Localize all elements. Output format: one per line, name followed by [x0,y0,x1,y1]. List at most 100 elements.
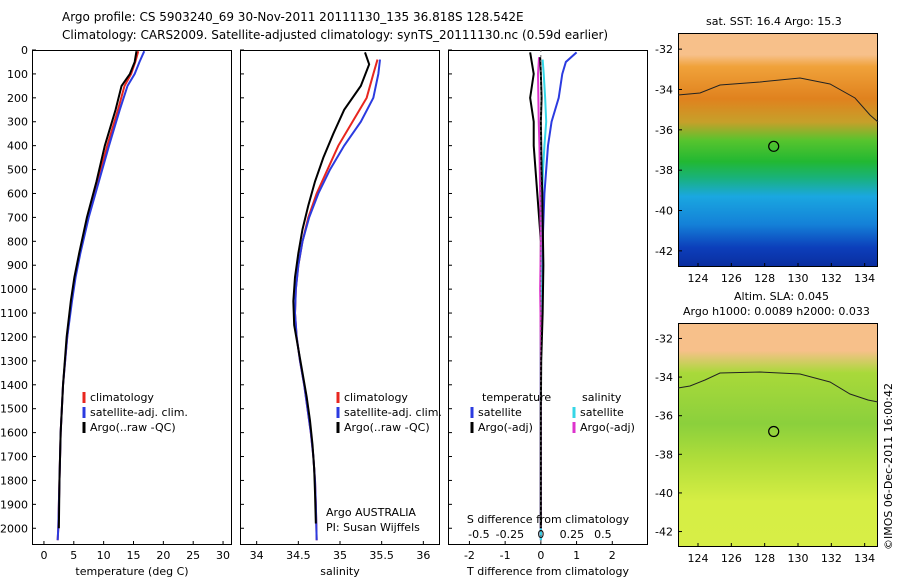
x-tick-label: 2 [609,549,616,562]
depth-tick-label: 700 [7,211,28,224]
map-lat-tick-label: -32 [655,43,673,56]
depth-tick-label: 300 [7,116,28,129]
sla-map-title: Altim. SLA: 0.045 [734,290,830,303]
x-axis-label: T difference from climatology [466,565,629,578]
top-tick-label: 0.5 [594,528,612,541]
depth-tick-label: 600 [7,187,28,200]
x-tick-label: 0 [40,549,47,562]
depth-tick-label: 1000 [0,283,28,296]
depth-tick-label: 1100 [0,307,28,320]
depth-tick-label: 1600 [0,427,28,440]
depth-tick-label: 800 [7,235,28,248]
map-lon-tick-label: 130 [788,272,809,285]
x-tick-label: 34.5 [286,549,311,562]
map-lon-tick-label: 132 [821,272,842,285]
depth-tick-label: 900 [7,259,28,272]
map-lat-tick-label: -38 [655,164,673,177]
x-tick-label: 5 [70,549,77,562]
legend-label: satellite [478,406,522,419]
legend-heading-temperature: temperature [482,391,551,404]
legend-label: satellite-adj. clim. [344,406,442,419]
depth-tick-label: 100 [7,68,28,81]
x-tick-label: 30 [216,549,230,562]
legend-label: satellite [580,406,624,419]
depth-tick-label: 200 [7,92,28,105]
map-lon-tick-label: 124 [688,552,709,565]
x-axis-label: temperature (deg C) [75,565,188,578]
sla-map-subtitle: Argo h1000: 0.0089 h2000: 0.033 [683,305,870,318]
sst-map [678,33,878,267]
map-lat-tick-label: -34 [655,371,673,384]
x-tick-label: 1 [573,549,580,562]
x-tick-label: 15 [126,549,140,562]
map-lat-tick-label: -38 [655,448,673,461]
map-lat-tick-label: -36 [655,410,673,423]
map-lat-tick-label: -36 [655,124,673,137]
top-tick-label: 0 [537,528,544,541]
legend-label: Argo(..raw -QC) [344,421,430,434]
x-tick-label: 20 [156,549,170,562]
legend-label: climatology [344,391,408,404]
legend-heading-salinity: salinity [582,391,622,404]
map-lat-tick-label: -34 [655,83,673,96]
map-lon-tick-label: 134 [854,552,875,565]
map-lon-tick-label: 126 [721,272,742,285]
legend-label: climatology [90,391,154,404]
map-lat-tick-label: -40 [655,205,673,218]
depth-tick-label: 500 [7,164,28,177]
sst-map-title: sat. SST: 16.4 Argo: 15.3 [706,15,842,28]
header-title-line2: Climatology: CARS2009. Satellite-adjuste… [62,28,609,42]
top-tick-label: 0.25 [560,528,585,541]
series-line-satellite-adj-clim- [293,59,381,541]
temperature-plot-frame [32,50,232,545]
difference-plot-frame [448,50,648,545]
depth-tick-label: 1400 [0,379,28,392]
series-line-argo-raw-qc- [292,52,371,524]
sst-contour-line [677,77,879,123]
depth-tick-label: 2000 [0,522,28,535]
map-lon-tick-label: 130 [788,552,809,565]
x-tick-label: -2 [464,549,475,562]
map-lat-tick-label: -42 [655,526,673,539]
depth-tick-label: 1300 [0,355,28,368]
map-lat-tick-label: -42 [655,245,673,258]
map-lon-tick-label: 134 [854,272,875,285]
x-tick-label: 0 [537,549,544,562]
depth-tick-label: 1900 [0,498,28,511]
map-lat-tick-label: -40 [655,487,673,500]
legend-label: Argo(-adj) [580,421,635,434]
argo-float-marker [768,140,780,152]
depth-tick-label: 400 [7,140,28,153]
map-lon-tick-label: 128 [754,272,775,285]
x-tick-label: 35 [333,549,347,562]
annotation-argo-australia: Argo AUSTRALIA [326,506,416,519]
annotation-pi: PI: Susan Wijffels [326,521,420,534]
legend-label: Argo(..raw -QC) [90,421,176,434]
series-line-climatology [293,59,379,541]
x-tick-label: 36 [416,549,430,562]
depth-tick-label: 1200 [0,331,28,344]
x-tick-label: -1 [500,549,511,562]
argo-float-marker [768,425,780,438]
map-lon-tick-label: 128 [754,552,775,565]
x-tick-label: 25 [186,549,200,562]
salinity-plot-frame [240,50,440,545]
map-lat-tick-label: -32 [655,332,673,345]
map-lon-tick-label: 124 [688,272,709,285]
legend-label: satellite-adj. clim. [90,406,188,419]
series-line-salinity-argo-raw [539,57,545,529]
x-tick-label: 35.5 [369,549,394,562]
top-axis-label: S difference from climatology [467,513,630,526]
x-axis-label: salinity [320,565,360,578]
map-lon-tick-label: 132 [821,552,842,565]
x-tick-label: 10 [97,549,111,562]
depth-tick-label: 1800 [0,474,28,487]
header-title-line1: Argo profile: CS 5903240_69 30-Nov-2011 … [62,10,524,24]
series-line-climatology [56,50,140,541]
top-tick-label: -0.25 [496,528,524,541]
series-line-argo-raw-qc- [57,51,138,529]
map-lon-tick-label: 126 [721,552,742,565]
depth-tick-label: 0 [21,44,28,57]
depth-tick-label: 1700 [0,451,28,464]
